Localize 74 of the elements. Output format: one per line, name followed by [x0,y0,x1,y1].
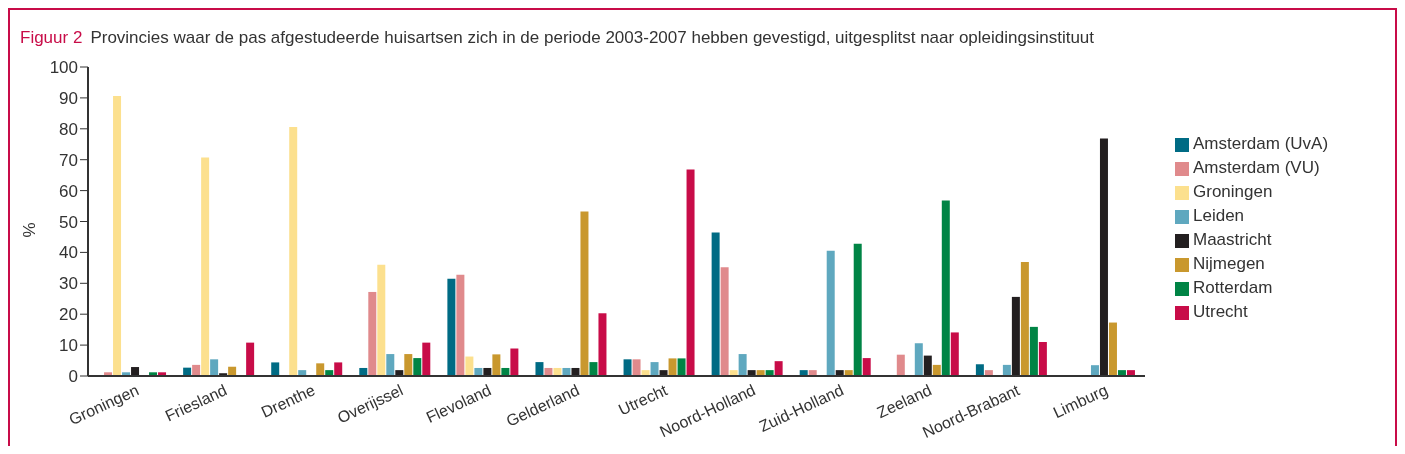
bar [1029,326,1038,376]
bar [623,359,632,376]
legend-label: Nijmegen [1193,254,1265,273]
legend-label: Leiden [1193,206,1245,225]
chart-subtitle: Provincies waar de pas afgestudeerde huisartsen zich in de periode 2003-2007 hebben gevestigd, uitgesplitst naar opleidingsinstituut [90,28,1095,47]
y-tick-label: 0 [68,367,78,387]
bar [950,332,959,376]
bar [456,274,465,376]
bar [535,362,544,376]
y-tick-label: 50 [59,212,78,232]
bar [1020,261,1029,376]
bar [201,157,210,376]
bar [853,243,862,376]
y-tick-label: 80 [59,119,78,139]
legend-label: Maastricht [1193,230,1272,249]
bar [1099,138,1108,376]
bar [774,361,783,376]
bar [932,364,941,376]
bar [492,354,501,376]
bar [334,362,343,376]
y-tick-label: 30 [59,274,78,294]
bar [632,359,641,376]
bar [1108,322,1117,376]
bar [975,364,984,376]
legend-label: Rotterdam [1193,278,1273,297]
bar [246,342,255,376]
bar [580,211,589,376]
legend-label: Amsterdam (VU) [1193,158,1320,177]
bar [711,232,720,376]
bar [1038,342,1047,376]
bar [923,355,932,376]
bar [941,200,950,376]
bar [404,354,413,376]
bar [210,359,219,376]
bar [1011,296,1020,376]
bar [289,126,298,376]
bar [677,358,686,376]
bar [447,278,456,376]
bar [113,96,122,376]
bar [738,354,747,376]
chart-title: Figuur 2 [20,28,83,47]
y-tick-label: 10 [59,336,78,356]
legend-label: Groningen [1193,182,1273,201]
bar [914,343,923,376]
bar [465,356,474,376]
bar [650,362,659,376]
y-axis-title: % [19,222,40,238]
bar [271,362,280,376]
bar [1002,364,1011,376]
bar [686,169,695,376]
bar [668,358,677,376]
bar [598,313,607,376]
y-tick-label: 60 [59,181,78,201]
bar [826,250,835,376]
bar [377,264,386,376]
bar [316,363,325,376]
bar [510,348,519,376]
legend-label: Amsterdam (UvA) [1193,134,1329,153]
bar [413,358,422,376]
y-tick-label: 90 [59,88,78,108]
bar [1090,365,1099,376]
bar [192,364,201,376]
y-tick-label: 40 [59,243,78,263]
y-tick-label: 100 [49,58,78,78]
y-tick-label: 20 [59,305,78,325]
bar [589,362,598,376]
bar [720,267,729,376]
bar [862,358,871,376]
bar [368,291,377,376]
y-tick-label: 70 [59,150,78,170]
bar [386,354,395,376]
bar [422,342,431,376]
bar [896,354,905,376]
legend-label: Utrecht [1193,302,1248,321]
